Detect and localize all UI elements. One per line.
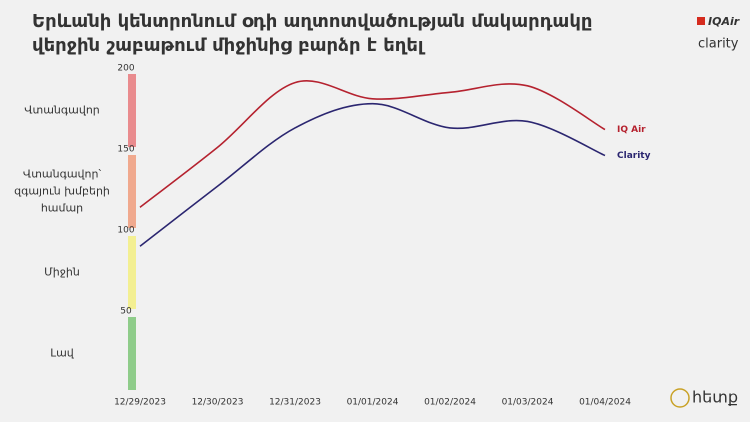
band-label: Լավ (50, 347, 75, 360)
line (139, 102, 606, 247)
x-tick-label: 01/02/2024 (424, 398, 476, 408)
band (128, 236, 136, 309)
logo-icon (697, 17, 705, 25)
x-tick-label: 01/01/2024 (347, 398, 399, 408)
x-tick-label: 01/04/2024 (579, 398, 631, 408)
y-tick-label: 200 (117, 64, 134, 74)
y-tick-label: 100 (117, 226, 134, 236)
logo: IQAir (708, 15, 740, 28)
series-label: Clarity (617, 151, 651, 161)
logo-icon (670, 388, 690, 408)
band (128, 74, 136, 147)
series-label: IQ Air (617, 125, 646, 135)
y-tick-label: 150 (117, 145, 134, 155)
line (139, 80, 606, 208)
band (128, 155, 136, 228)
x-tick-label: 12/31/2023 (269, 398, 321, 408)
band (128, 317, 136, 390)
y-tick-label: 50 (120, 307, 132, 317)
x-tick-label: 12/30/2023 (192, 398, 244, 408)
x-tick-label: 01/03/2024 (502, 398, 554, 408)
logo: clarity (698, 37, 739, 52)
band-label: Վտանգավոր՝ զգայուն խմբերի համար (14, 168, 110, 215)
x-tick-label: 12/29/2023 (114, 398, 166, 408)
chart-title: վերջին շաբաթում միջինից բարձր է եղել (32, 35, 426, 56)
logo: հետք (692, 388, 738, 407)
chart-title: Երևանի կենտրոնում օդի աղտոտվածության մակ… (32, 11, 592, 32)
band-label: Միջին (44, 266, 80, 279)
band-label: Վտանգավոր (24, 104, 100, 117)
